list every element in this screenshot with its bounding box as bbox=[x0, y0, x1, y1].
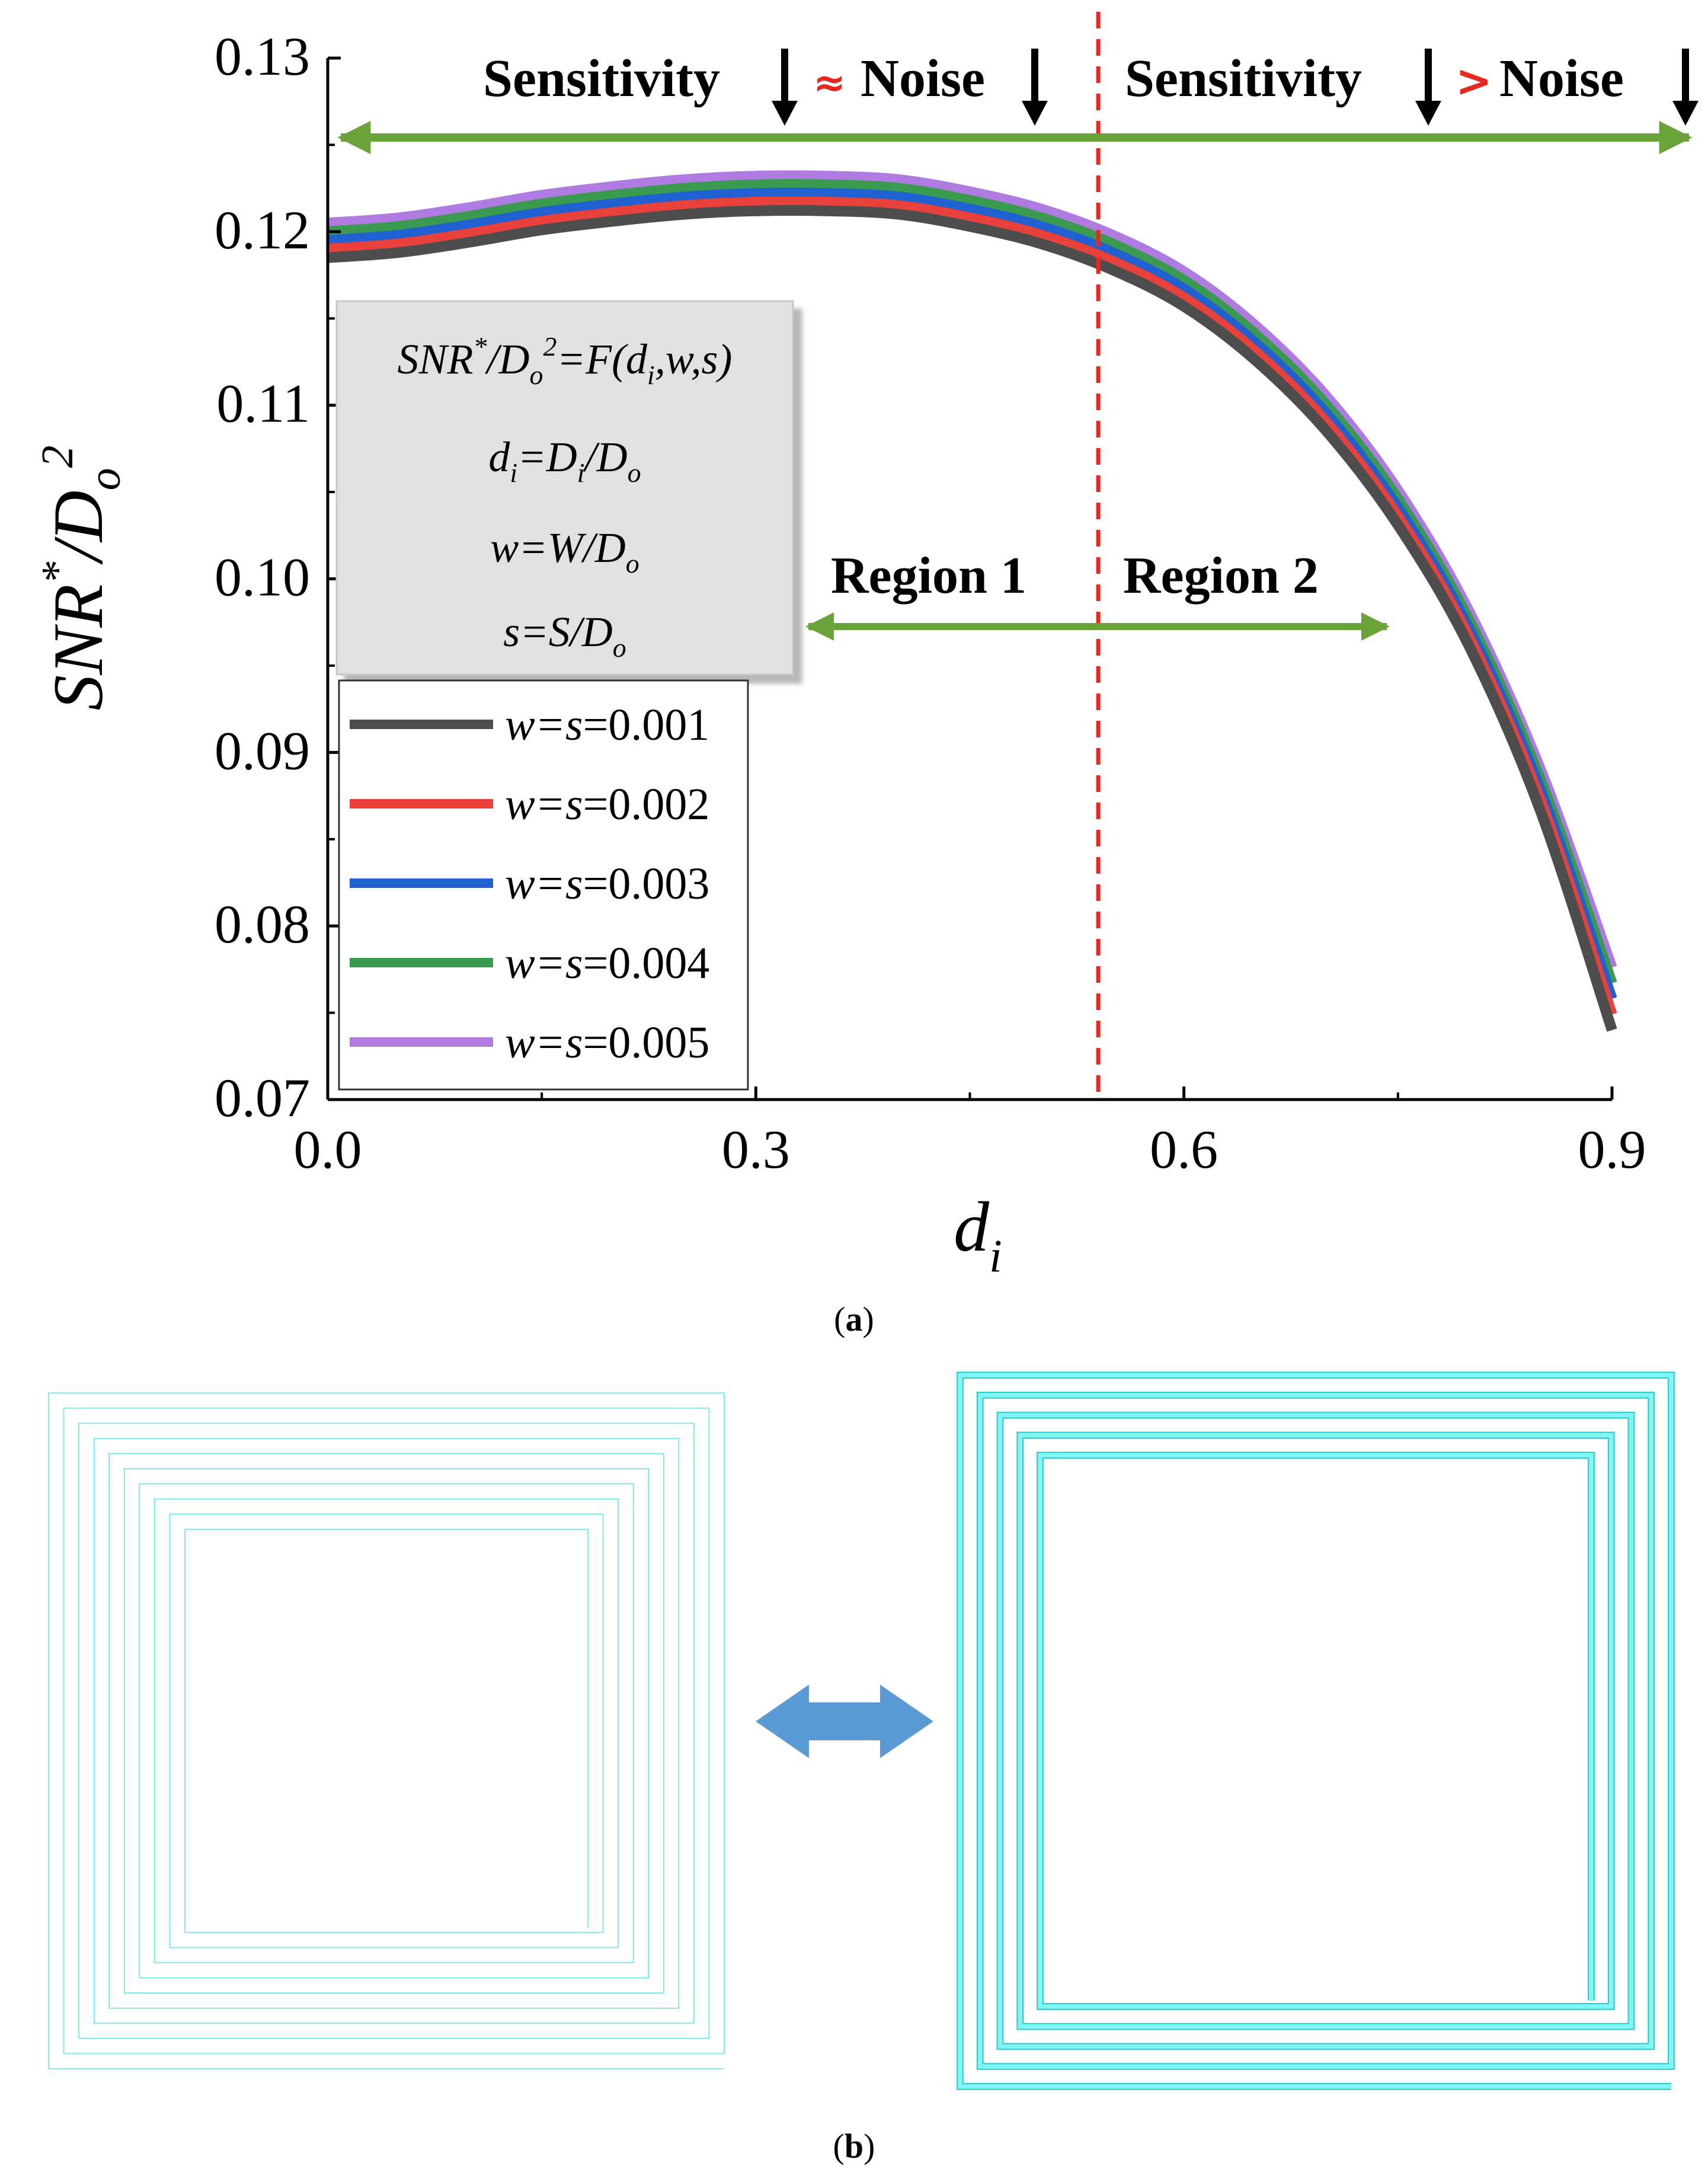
legend-label: w=s=0.005 bbox=[505, 1018, 709, 1068]
legend-label: w=s=0.003 bbox=[505, 859, 709, 909]
y-tick-label: 0.07 bbox=[215, 1068, 310, 1128]
annotation-left-b: Noise bbox=[861, 49, 985, 108]
coil-panel: (b) bbox=[48, 1372, 1675, 2165]
panel-b-label: (b) bbox=[833, 2127, 875, 2165]
snr-chart: 0.07 0.08 0.09 0.10 0.11 0.12 0.13 0.0 0.3 0.6 0.9… bbox=[33, 12, 1699, 1338]
panel-a-label: (a) bbox=[834, 1300, 874, 1338]
x-tick-label: 0.3 bbox=[722, 1119, 790, 1180]
y-tick-label: 0.09 bbox=[215, 720, 310, 781]
y-tick-label: 0.13 bbox=[215, 26, 310, 87]
annotation-right-b: Noise bbox=[1499, 49, 1624, 108]
down-arrow-icon bbox=[1022, 49, 1048, 126]
y-tick-label: 0.12 bbox=[215, 200, 310, 260]
down-arrow-icon bbox=[772, 49, 798, 126]
equation-box: SNR*/Do2=F(di,w,s) di=Di/Do w=W/Do s=S/D… bbox=[335, 300, 794, 676]
coil-trace bbox=[958, 1373, 1674, 2089]
series-layer bbox=[327, 170, 1617, 1032]
legend-label: w=s=0.002 bbox=[505, 779, 709, 829]
region-1-label: Region 1 bbox=[831, 547, 1026, 605]
legend-label: w=s=0.004 bbox=[505, 938, 709, 988]
equation-line-1: SNR*/Do2=F(di,w,s) bbox=[397, 331, 732, 390]
equation-line-2: di=Di/Do bbox=[488, 433, 641, 488]
legend-label: w=s=0.001 bbox=[505, 700, 709, 750]
region-2-label: Region 2 bbox=[1123, 547, 1319, 605]
annotation-left-a: Sensitivity bbox=[483, 49, 720, 108]
coil-trace-edge bbox=[957, 1372, 1675, 2090]
annotation-left-op: ≈ bbox=[813, 60, 846, 106]
annotation-left: Sensitivity bbox=[483, 49, 720, 108]
y-axis-label: SNR*/Do2 bbox=[33, 445, 130, 710]
coil-trace-edge bbox=[48, 1392, 725, 2069]
coil-trace bbox=[48, 1392, 725, 2069]
coil-large-inner-diameter bbox=[957, 1372, 1675, 2090]
y-tick-label: 0.11 bbox=[216, 373, 310, 434]
y-tick-label: 0.10 bbox=[215, 547, 310, 608]
legend: w=s=0.001 w=s=0.002 w=s=0.003 w=s=0.004 w=s=… bbox=[338, 679, 749, 1091]
equation-line-4: s=S/Do bbox=[503, 608, 626, 663]
down-arrow-icon bbox=[1415, 49, 1441, 126]
ticks-layer: 0.07 0.08 0.09 0.10 0.11 0.12 0.13 0.0 0.3 0.6 0.9 bbox=[215, 26, 1646, 1180]
x-tick-label: 0.9 bbox=[1578, 1119, 1646, 1180]
x-axis-label: di bbox=[954, 1187, 1002, 1282]
annotation-right-a: Sensitivity bbox=[1125, 49, 1362, 108]
x-tick-label: 0.0 bbox=[294, 1119, 362, 1180]
coil-small-inner-diameter bbox=[48, 1392, 725, 2069]
down-arrow-icon bbox=[1672, 49, 1699, 126]
double-arrow-icon bbox=[756, 1685, 933, 1758]
annotation-right-op: > bbox=[1456, 56, 1492, 107]
series-line bbox=[327, 205, 1617, 1032]
x-tick-label: 0.6 bbox=[1150, 1119, 1218, 1180]
equation-line-3: w=W/Do bbox=[490, 524, 639, 579]
y-tick-label: 0.08 bbox=[215, 894, 310, 954]
